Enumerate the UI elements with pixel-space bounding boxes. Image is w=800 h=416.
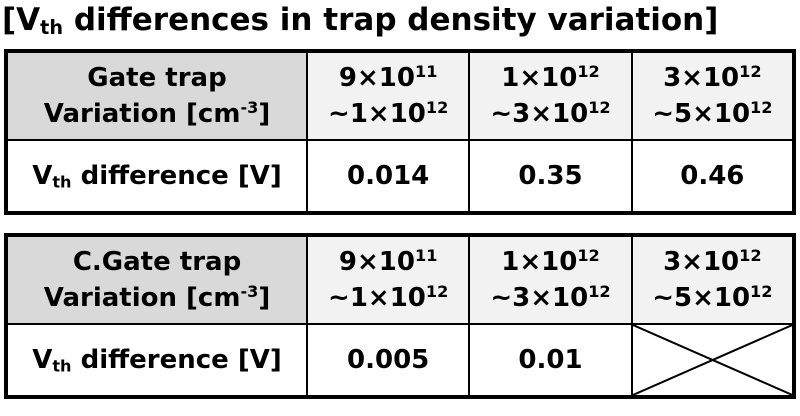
range-exp: 12 [750, 98, 773, 118]
range-to: ~1×1012 [309, 280, 467, 316]
range-to: ~3×1012 [471, 280, 629, 316]
label-text: difference [V] [71, 345, 282, 375]
value-cell: 0.01 [468, 323, 633, 398]
label-subscript: th [52, 356, 72, 376]
header-line-2: Variation [cm-3] [8, 96, 305, 132]
row-header-trap-variation: Gate trap Variation [cm-3] [5, 50, 308, 141]
row-label-vth-difference: Vth difference [V] [5, 139, 308, 214]
range-cell: 9×1011 ~1×1012 [305, 50, 471, 141]
label-subscript: th [52, 172, 72, 192]
range-exp: 12 [425, 98, 449, 118]
range-from: 1×1012 [471, 60, 629, 96]
header-unit-exp: -3 [240, 282, 259, 302]
empty-cell-x-mark [630, 323, 796, 398]
range-from: 1×1012 [471, 244, 629, 280]
range-from: 3×1012 [634, 244, 792, 280]
range-cell: 9×1011 ~1×1012 [305, 234, 471, 325]
value-cell: 0.005 [305, 323, 471, 398]
table-row: Vth difference [V] 0.005 0.01 [5, 323, 796, 398]
title-text: differences in trap density variation] [63, 2, 719, 38]
range-from: 3×1012 [634, 60, 792, 96]
range-exp: 11 [414, 246, 438, 266]
range-from: 9×1011 [309, 244, 467, 280]
range-base: ~3×10 [490, 283, 589, 313]
label-v: V [32, 345, 53, 375]
range-base: ~5×10 [652, 99, 751, 129]
range-base: ~5×10 [652, 283, 751, 313]
range-to: ~3×1012 [471, 96, 629, 132]
header-unit-text: Variation [cm [43, 283, 241, 313]
range-base: 3×10 [663, 247, 740, 277]
title-prefix: [V [2, 2, 41, 38]
range-base: 3×10 [663, 63, 740, 93]
header-unit-text: Variation [cm [43, 99, 241, 129]
title-subscript: th [40, 16, 64, 40]
table-row: C.Gate trap Variation [cm-3] 9×1011 ~1×1… [5, 234, 796, 325]
range-exp: 12 [425, 282, 449, 302]
range-exp: 11 [414, 62, 438, 82]
c-gate-trap-table: C.Gate trap Variation [cm-3] 9×1011 ~1×1… [4, 233, 796, 399]
range-exp: 12 [577, 62, 600, 82]
label-text: difference [V] [71, 161, 282, 191]
range-base: 1×10 [501, 247, 578, 277]
range-exp: 12 [588, 98, 611, 118]
range-cell: 3×1012 ~5×1012 [630, 234, 796, 325]
gate-trap-table: Gate trap Variation [cm-3] 9×1011 ~1×101… [4, 49, 796, 215]
range-cell: 1×1012 ~3×1012 [468, 50, 633, 141]
header-line-1: C.Gate trap [72, 247, 242, 277]
range-base: 9×10 [338, 63, 415, 93]
header-line-1: Gate trap [87, 63, 227, 93]
range-exp: 12 [577, 246, 600, 266]
header-unit-close: ] [258, 283, 271, 313]
header-line-2: Variation [cm-3] [8, 280, 305, 316]
value-cell: 0.35 [468, 139, 633, 214]
range-base: 9×10 [338, 247, 415, 277]
range-to: ~5×1012 [634, 96, 792, 132]
range-base: ~1×10 [328, 99, 426, 129]
row-label-vth-difference: Vth difference [V] [5, 323, 308, 398]
range-to: ~1×1012 [309, 96, 467, 132]
range-base: 1×10 [501, 63, 578, 93]
cross-out-icon [633, 325, 792, 395]
header-unit-close: ] [258, 99, 271, 129]
range-base: ~3×10 [490, 99, 589, 129]
header-unit-exp: -3 [240, 98, 259, 118]
range-exp: 12 [588, 282, 611, 302]
table-row: Vth difference [V] 0.014 0.35 0.46 [5, 139, 796, 214]
range-exp: 12 [750, 282, 773, 302]
table-row: Gate trap Variation [cm-3] 9×1011 ~1×101… [5, 50, 796, 141]
value-cell: 0.014 [305, 139, 471, 214]
row-header-trap-variation: C.Gate trap Variation [cm-3] [5, 234, 308, 325]
range-cell: 3×1012 ~5×1012 [630, 50, 796, 141]
range-base: ~1×10 [328, 283, 426, 313]
range-from: 9×1011 [309, 60, 467, 96]
value-cell: 0.46 [630, 139, 796, 214]
range-exp: 12 [739, 62, 762, 82]
range-cell: 1×1012 ~3×1012 [468, 234, 633, 325]
label-v: V [32, 161, 53, 191]
range-to: ~5×1012 [634, 280, 792, 316]
range-exp: 12 [739, 246, 762, 266]
page-title: [Vth differences in trap density variati… [2, 0, 718, 42]
